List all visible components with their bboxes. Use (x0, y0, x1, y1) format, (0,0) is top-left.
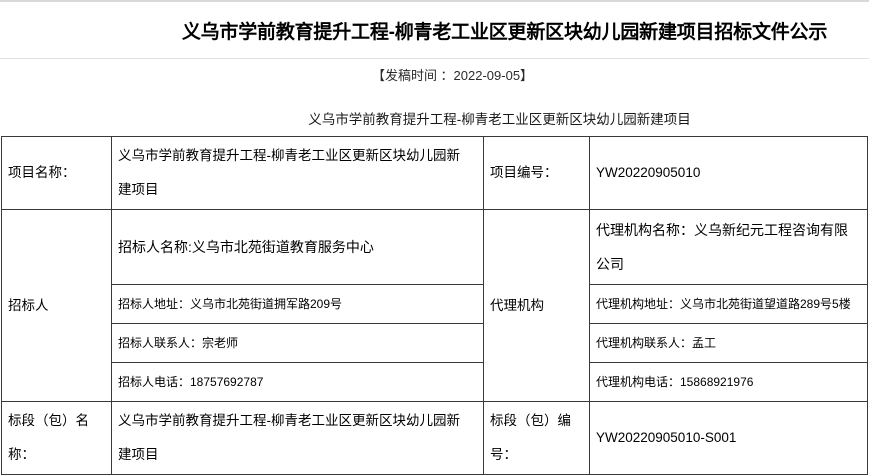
agency-phone-value: 代理机构电话：15868921976 (589, 362, 868, 402)
table-row: 招标人电话：18757692787 代理机构电话：15868921976 (2, 362, 868, 402)
table-row: 招标人 招标人名称:义乌市北苑街道教育服务中心 代理机构 代理机构名称：义乌新纪… (1, 209, 868, 402)
project-subtitle: 义乌市学前教育提升工程-柳青老工业区更新区块幼儿园新建项目 (308, 112, 691, 127)
project-name-label: 项目名称： (1, 136, 112, 210)
section-name-label: 标段（包）名称： (1, 401, 112, 475)
agency-contact-value: 代理机构联系人：孟工 (589, 323, 868, 363)
project-number-label: 项目编号： (483, 136, 590, 210)
bidder-phone-value: 招标人电话：18757692787 (111, 362, 484, 402)
agency-name-value: 代理机构名称：义乌新纪元工程咨询有限公司 (589, 209, 868, 285)
bidder-name-value: 招标人名称:义乌市北苑街道教育服务中心 (111, 209, 484, 285)
bidder-contact-value: 招标人联系人：宗老师 (111, 323, 484, 363)
table-row: 招标人地址：义乌市北苑街道拥军路209号 代理机构地址：义乌市北苑街道望道路28… (2, 284, 868, 324)
page-title: 义乌市学前教育提升工程-柳青老工业区更新区块幼儿园新建项目招标文件公示 (181, 21, 828, 43)
agency-address-value: 代理机构地址：义乌市北苑街道望道路289号5楼 (589, 284, 868, 324)
table-row: 项目名称： 义乌市学前教育提升工程-柳青老工业区更新区块幼儿园新建项目 项目编号… (1, 136, 868, 210)
bid-info-table: 项目名称： 义乌市学前教育提升工程-柳青老工业区更新区块幼儿园新建项目 项目编号… (1, 136, 868, 475)
title-bar: 义乌市学前教育提升工程-柳青老工业区更新区块幼儿园新建项目招标文件公示 (0, 2, 869, 59)
publish-date-line: 【发稿时间 ：2022-09-05】 (371, 68, 534, 83)
table-row: 标段（包）名称： 义乌市学前教育提升工程-柳青老工业区更新区块幼儿园新建项目 标… (1, 401, 868, 475)
bidder-label: 招标人 (1, 209, 112, 402)
section-number-label: 标段（包）编号： (483, 401, 590, 475)
section-name-value: 义乌市学前教育提升工程-柳青老工业区更新区块幼儿园新建项目 (111, 401, 484, 475)
bidder-address-value: 招标人地址：义乌市北苑街道拥军路209号 (111, 284, 484, 324)
project-name-value: 义乌市学前教育提升工程-柳青老工业区更新区块幼儿园新建项目 (111, 136, 484, 210)
agency-label: 代理机构 (483, 209, 590, 402)
section-number-value: YW20220905010-S001 (589, 401, 868, 475)
project-number-value: YW20220905010 (589, 136, 868, 210)
table-row: 招标人联系人：宗老师 代理机构联系人：孟工 (2, 323, 868, 363)
